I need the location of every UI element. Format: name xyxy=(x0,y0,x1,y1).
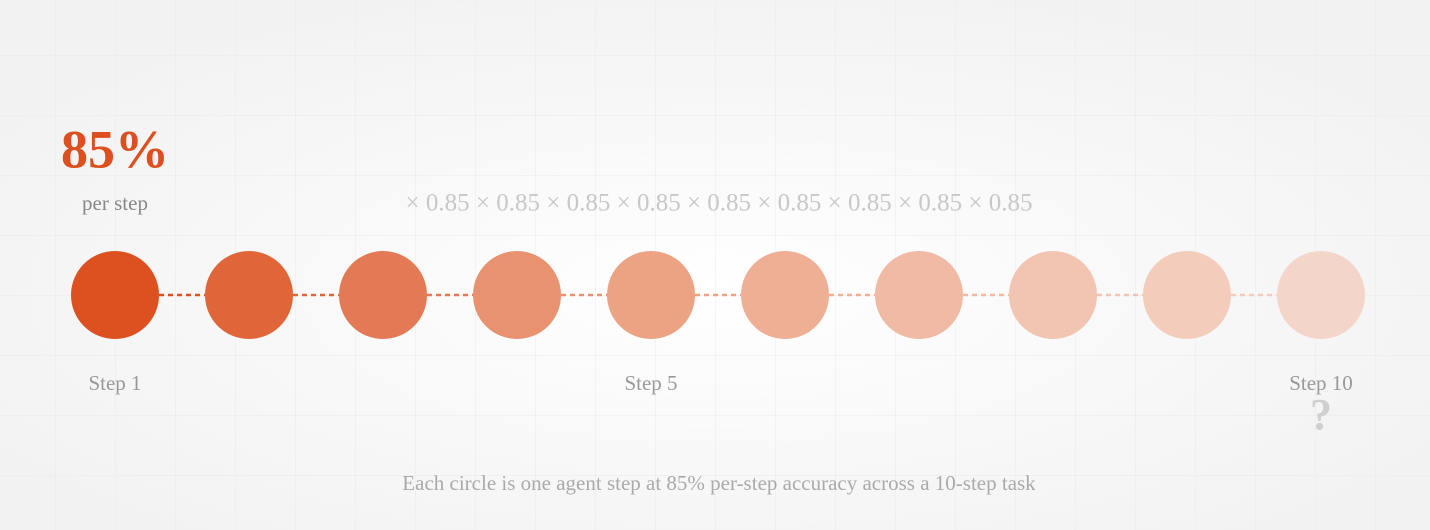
step-circle xyxy=(875,251,963,339)
step-label: Step 1 xyxy=(88,371,141,395)
multiplier: × 0.85 × 0.85 × 0.85 × 0.85 × 0.85 × 0.8… xyxy=(406,190,1033,217)
steps: Step 1 Step 5 Step 10 xyxy=(71,251,1365,395)
step-label: Step 10 xyxy=(1289,371,1353,395)
step-circle xyxy=(205,251,293,339)
step-circle xyxy=(607,251,695,339)
step-circle xyxy=(741,251,829,339)
step-circle xyxy=(1143,251,1231,339)
step-circle xyxy=(339,251,427,339)
headline-sub: per step xyxy=(82,191,148,215)
caption: Each circle is one agent step at 85% per… xyxy=(402,471,1036,495)
step-circle xyxy=(1009,251,1097,339)
step-circle xyxy=(71,251,159,339)
headline-value: 85% xyxy=(61,119,169,179)
final-mark: ? xyxy=(1310,390,1332,439)
step-label: Step 5 xyxy=(624,371,677,395)
step-circle xyxy=(473,251,561,339)
step-circle xyxy=(1277,251,1365,339)
